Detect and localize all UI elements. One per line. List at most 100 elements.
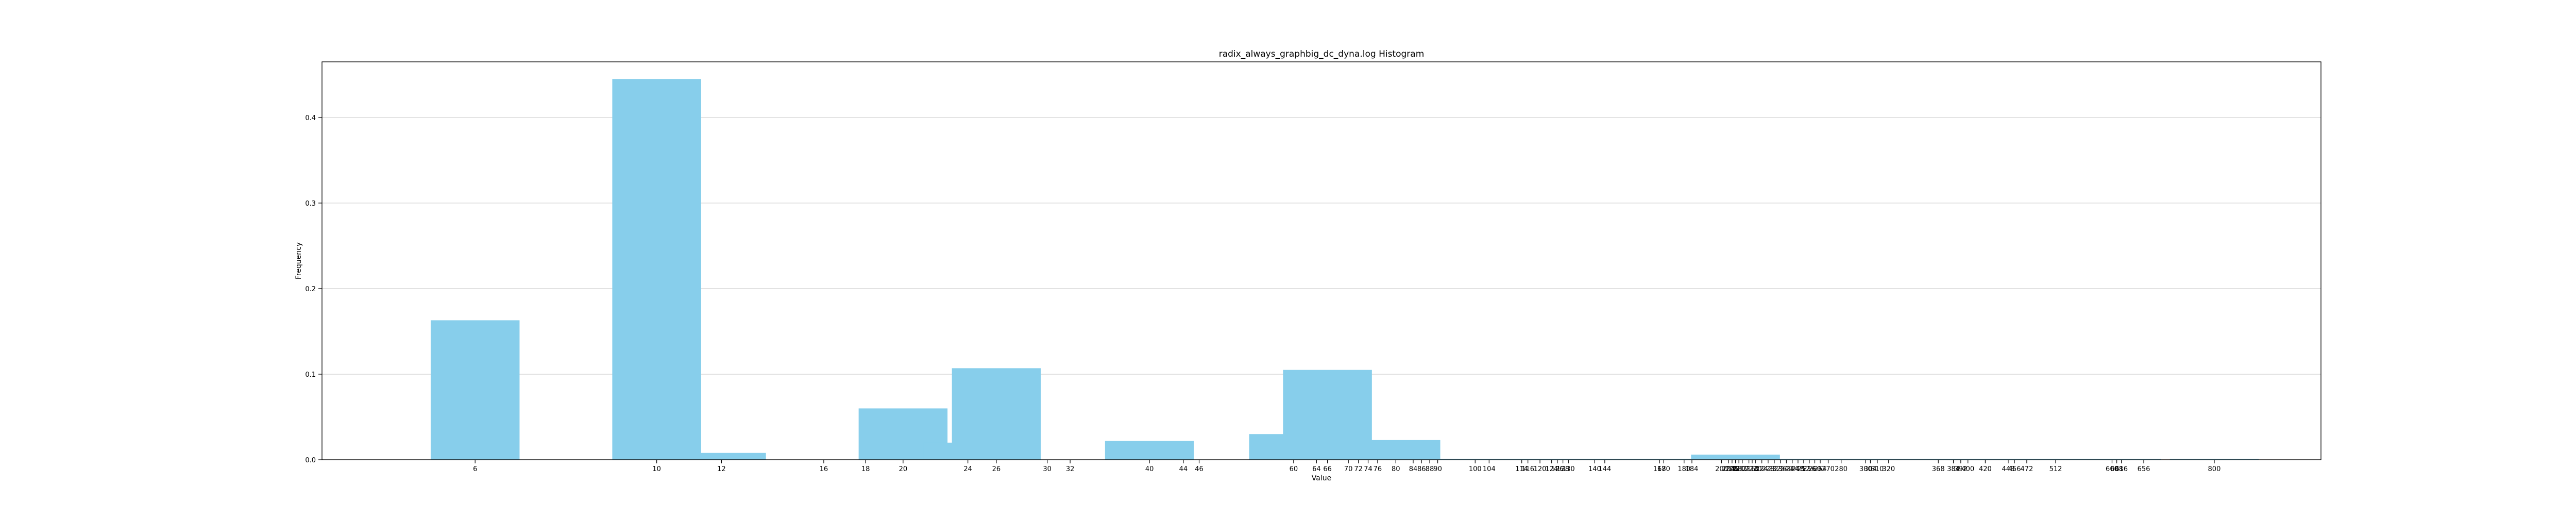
histogram-bar — [1385, 459, 1475, 460]
x-tick-label: 6 — [473, 465, 477, 473]
x-tick-label: 616 — [2115, 465, 2128, 473]
histogram-bar — [1923, 459, 2012, 460]
x-tick-label: 200 — [1715, 465, 1728, 473]
x-tick-label: 310 — [1871, 465, 1884, 473]
x-tick-label: 224 — [1755, 465, 1768, 473]
x-tick-label: 20 — [899, 465, 908, 473]
x-tick-label: 104 — [1483, 465, 1496, 473]
x-tick-label: 244 — [1786, 465, 1799, 473]
x-tick-label: 72 — [1354, 465, 1363, 473]
x-axis-ticks: 6 10 12 16 18 20 24 26 30 32 40 44 46 60 64 66 70 72 74 76 8… — [473, 460, 2221, 473]
x-tick-label: 24 — [963, 465, 972, 473]
x-tick-label: 100 — [1469, 465, 1482, 473]
plot-frame — [321, 61, 2321, 460]
x-tick-label: 420 — [1979, 465, 1992, 473]
x-tick-label: 240 — [1780, 465, 1793, 473]
x-tick-label: 86 — [1417, 465, 1426, 473]
x-tick-label: 126 — [1551, 465, 1564, 473]
y-tick-label: 0.3 — [305, 200, 316, 208]
x-tick-label: 128 — [1556, 465, 1569, 473]
x-tick-label: 304 — [1864, 465, 1877, 473]
x-tick-label: 10 — [652, 465, 661, 473]
x-tick-label: 144 — [1598, 465, 1611, 473]
y-tick-label: 0.0 — [305, 457, 316, 464]
x-tick-label: 74 — [1364, 465, 1372, 473]
histogram-bar — [677, 453, 766, 460]
x-tick-label: 368 — [1932, 465, 1945, 473]
x-tick-label: 456 — [2008, 465, 2021, 473]
x-tick-label: 264 — [1814, 465, 1827, 473]
x-tick-label: 270 — [1822, 465, 1835, 473]
x-tick-label: 204 — [1722, 465, 1735, 473]
x-tick-label: 184 — [1686, 465, 1699, 473]
x-tick-label: 130 — [1562, 465, 1575, 473]
x-tick-label: 44 — [1179, 465, 1188, 473]
x-tick-label: 46 — [1195, 465, 1204, 473]
x-tick-label: 236 — [1774, 465, 1787, 473]
x-tick-label: 32 — [1066, 465, 1075, 473]
x-tick-label: 300 — [1859, 465, 1872, 473]
x-tick-label: 320 — [1882, 465, 1895, 473]
x-tick-label: 210 — [1733, 465, 1745, 473]
chart-title: radix_always_graphbig_dc_dyna.log Histog… — [1219, 49, 1425, 59]
x-tick-label: 512 — [2049, 465, 2062, 473]
x-tick-label: 384 — [1947, 465, 1960, 473]
y-axis-label: Frequency — [295, 242, 303, 279]
histogram-bar — [430, 320, 520, 460]
x-tick-label: 30 — [1043, 465, 1052, 473]
histogram-bar — [2170, 459, 2259, 460]
x-tick-label: 88 — [1426, 465, 1434, 473]
x-tick-label: 448 — [2002, 465, 2014, 473]
x-tick-label: 228 — [1761, 465, 1774, 473]
y-tick-label: 0.2 — [305, 286, 316, 293]
histogram-bar — [1797, 459, 1886, 460]
histogram-bar — [2011, 459, 2100, 460]
x-tick-label: 40 — [1145, 465, 1154, 473]
histogram-bar — [612, 79, 701, 460]
histogram-bar — [1351, 440, 1440, 460]
x-tick-label: 656 — [2138, 465, 2150, 473]
x-tick-label: 114 — [1515, 465, 1528, 473]
histogram-bar — [1844, 459, 1934, 460]
x-tick-label: 392 — [1954, 465, 1967, 473]
x-tick-label: 260 — [1808, 465, 1821, 473]
y-tick-label: 0.4 — [305, 114, 316, 122]
x-tick-label: 208 — [1729, 465, 1742, 473]
histogram-bar — [2072, 459, 2161, 460]
x-tick-label: 64 — [1312, 465, 1321, 473]
x-tick-label: 12 — [717, 465, 726, 473]
x-tick-label: 206 — [1725, 465, 1738, 473]
x-tick-label: 472 — [2021, 465, 2033, 473]
x-tick-label: 232 — [1768, 465, 1781, 473]
x-tick-label: 248 — [1791, 465, 1804, 473]
x-tick-label: 60 — [1290, 465, 1298, 473]
histogram-bar — [1431, 459, 1520, 460]
x-tick-label: 220 — [1749, 465, 1762, 473]
x-tick-label: 252 — [1798, 465, 1810, 473]
x-tick-label: 218 — [1746, 465, 1759, 473]
histogram-bar — [952, 368, 1041, 460]
histogram-bar — [1615, 459, 1704, 460]
x-tick-label: 116 — [1521, 465, 1534, 473]
x-tick-label: 400 — [1961, 465, 1974, 473]
x-tick-label: 140 — [1588, 465, 1601, 473]
x-tick-label: 168 — [1653, 465, 1666, 473]
bars — [430, 79, 2259, 460]
x-tick-label: 256 — [1803, 465, 1816, 473]
x-tick-label: 18 — [861, 465, 870, 473]
x-tick-label: 76 — [1374, 465, 1382, 473]
x-tick-label: 180 — [1677, 465, 1690, 473]
x-tick-label: 608 — [2110, 465, 2123, 473]
x-tick-label: 120 — [1534, 465, 1547, 473]
x-tick-label: 212 — [1736, 465, 1749, 473]
x-tick-label: 84 — [1409, 465, 1418, 473]
x-tick-label: 280 — [1835, 465, 1848, 473]
y-tick-label: 0.1 — [305, 371, 316, 379]
y-axis-ticks: 0.0 0.1 0.2 0.3 0.4 — [305, 114, 322, 464]
x-tick-label: 70 — [1344, 465, 1353, 473]
histogram-bar — [1691, 455, 1780, 460]
x-tick-label: 124 — [1545, 465, 1558, 473]
x-tick-label: 80 — [1392, 465, 1400, 473]
